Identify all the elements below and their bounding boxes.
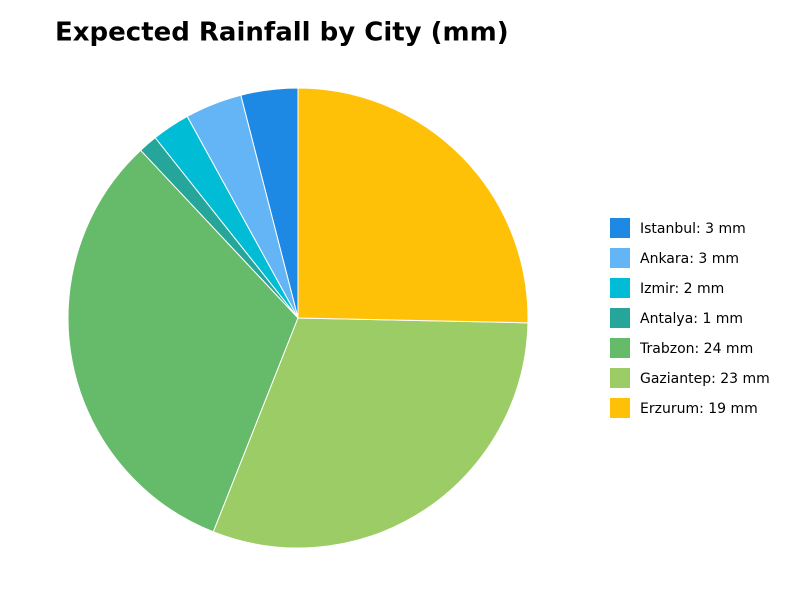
pie-slice xyxy=(212,317,529,549)
legend-swatch xyxy=(610,338,630,358)
pie-slice xyxy=(67,149,299,533)
legend-label: Gaziantep: 23 mm xyxy=(640,371,770,387)
legend-swatch xyxy=(610,308,630,328)
legend-label: Trabzon: 24 mm xyxy=(639,341,753,357)
legend-swatch xyxy=(610,398,630,418)
legend-swatch xyxy=(610,218,630,238)
pie-slice xyxy=(297,87,529,324)
legend-swatch xyxy=(610,368,630,388)
legend-label: Ankara: 3 mm xyxy=(640,251,739,267)
legend-label: Erzurum: 19 mm xyxy=(640,401,758,417)
legend-swatch xyxy=(610,278,630,298)
legend-label: Istanbul: 3 mm xyxy=(640,221,746,237)
legend-label: Antalya: 1 mm xyxy=(640,311,743,327)
legend-swatch xyxy=(610,248,630,268)
legend-label: Izmir: 2 mm xyxy=(640,281,724,297)
chart-title: Expected Rainfall by City (mm) xyxy=(55,18,509,48)
